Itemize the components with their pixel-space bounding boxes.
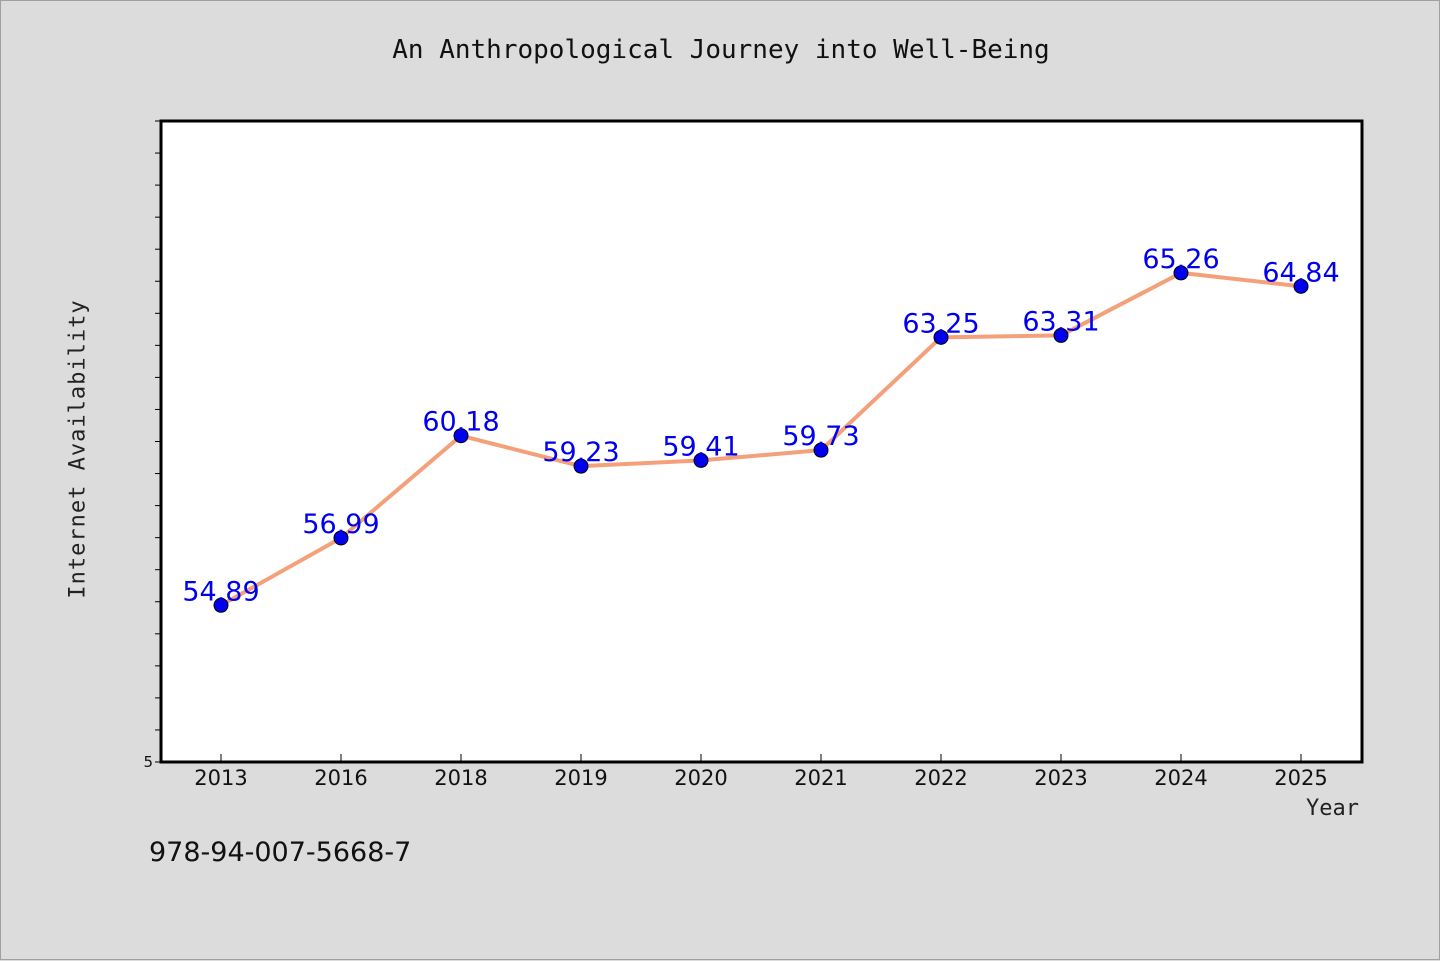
x-tick-label: 2013 [194, 766, 247, 790]
x-tick-label: 2016 [314, 766, 367, 790]
data-point [1293, 278, 1309, 294]
data-point [573, 458, 589, 474]
data-label: 63.25 [902, 308, 979, 339]
x-tick-label: 2023 [1034, 766, 1087, 790]
data-point [933, 329, 949, 345]
x-axis-label: Year [1306, 796, 1359, 821]
data-point [453, 428, 469, 444]
chart-title: An Anthropological Journey into Well-Bei… [392, 35, 1050, 65]
data-point [1053, 327, 1069, 343]
data-point [1173, 265, 1189, 281]
plot-frame [159, 119, 1364, 764]
data-point [693, 452, 709, 468]
data-point [333, 530, 349, 546]
x-tick-label: 2018 [434, 766, 487, 790]
x-tick-label: 2022 [914, 766, 967, 790]
x-tick-label: 2024 [1154, 766, 1207, 790]
data-label: 59.41 [662, 431, 739, 462]
data-label: 65.26 [1142, 244, 1219, 275]
data-label: 63.31 [1022, 306, 1099, 337]
data-label: 56.99 [302, 509, 379, 540]
data-point [813, 442, 829, 458]
data-point [213, 597, 229, 613]
y-tick-label: 5 [143, 753, 153, 771]
x-tick-label: 2019 [554, 766, 607, 790]
x-tick-label: 2025 [1274, 766, 1327, 790]
data-label: 54.89 [182, 576, 259, 607]
x-tick-label: 2021 [794, 766, 847, 790]
x-tick-label: 2020 [674, 766, 727, 790]
data-label: 64.84 [1262, 257, 1339, 288]
data-label: 59.23 [542, 437, 619, 468]
data-label: 59.73 [782, 421, 859, 452]
isbn-code: 978-94-007-5668-7 [149, 837, 412, 868]
series-line [219, 270, 1303, 608]
data-label: 60.18 [422, 407, 499, 438]
